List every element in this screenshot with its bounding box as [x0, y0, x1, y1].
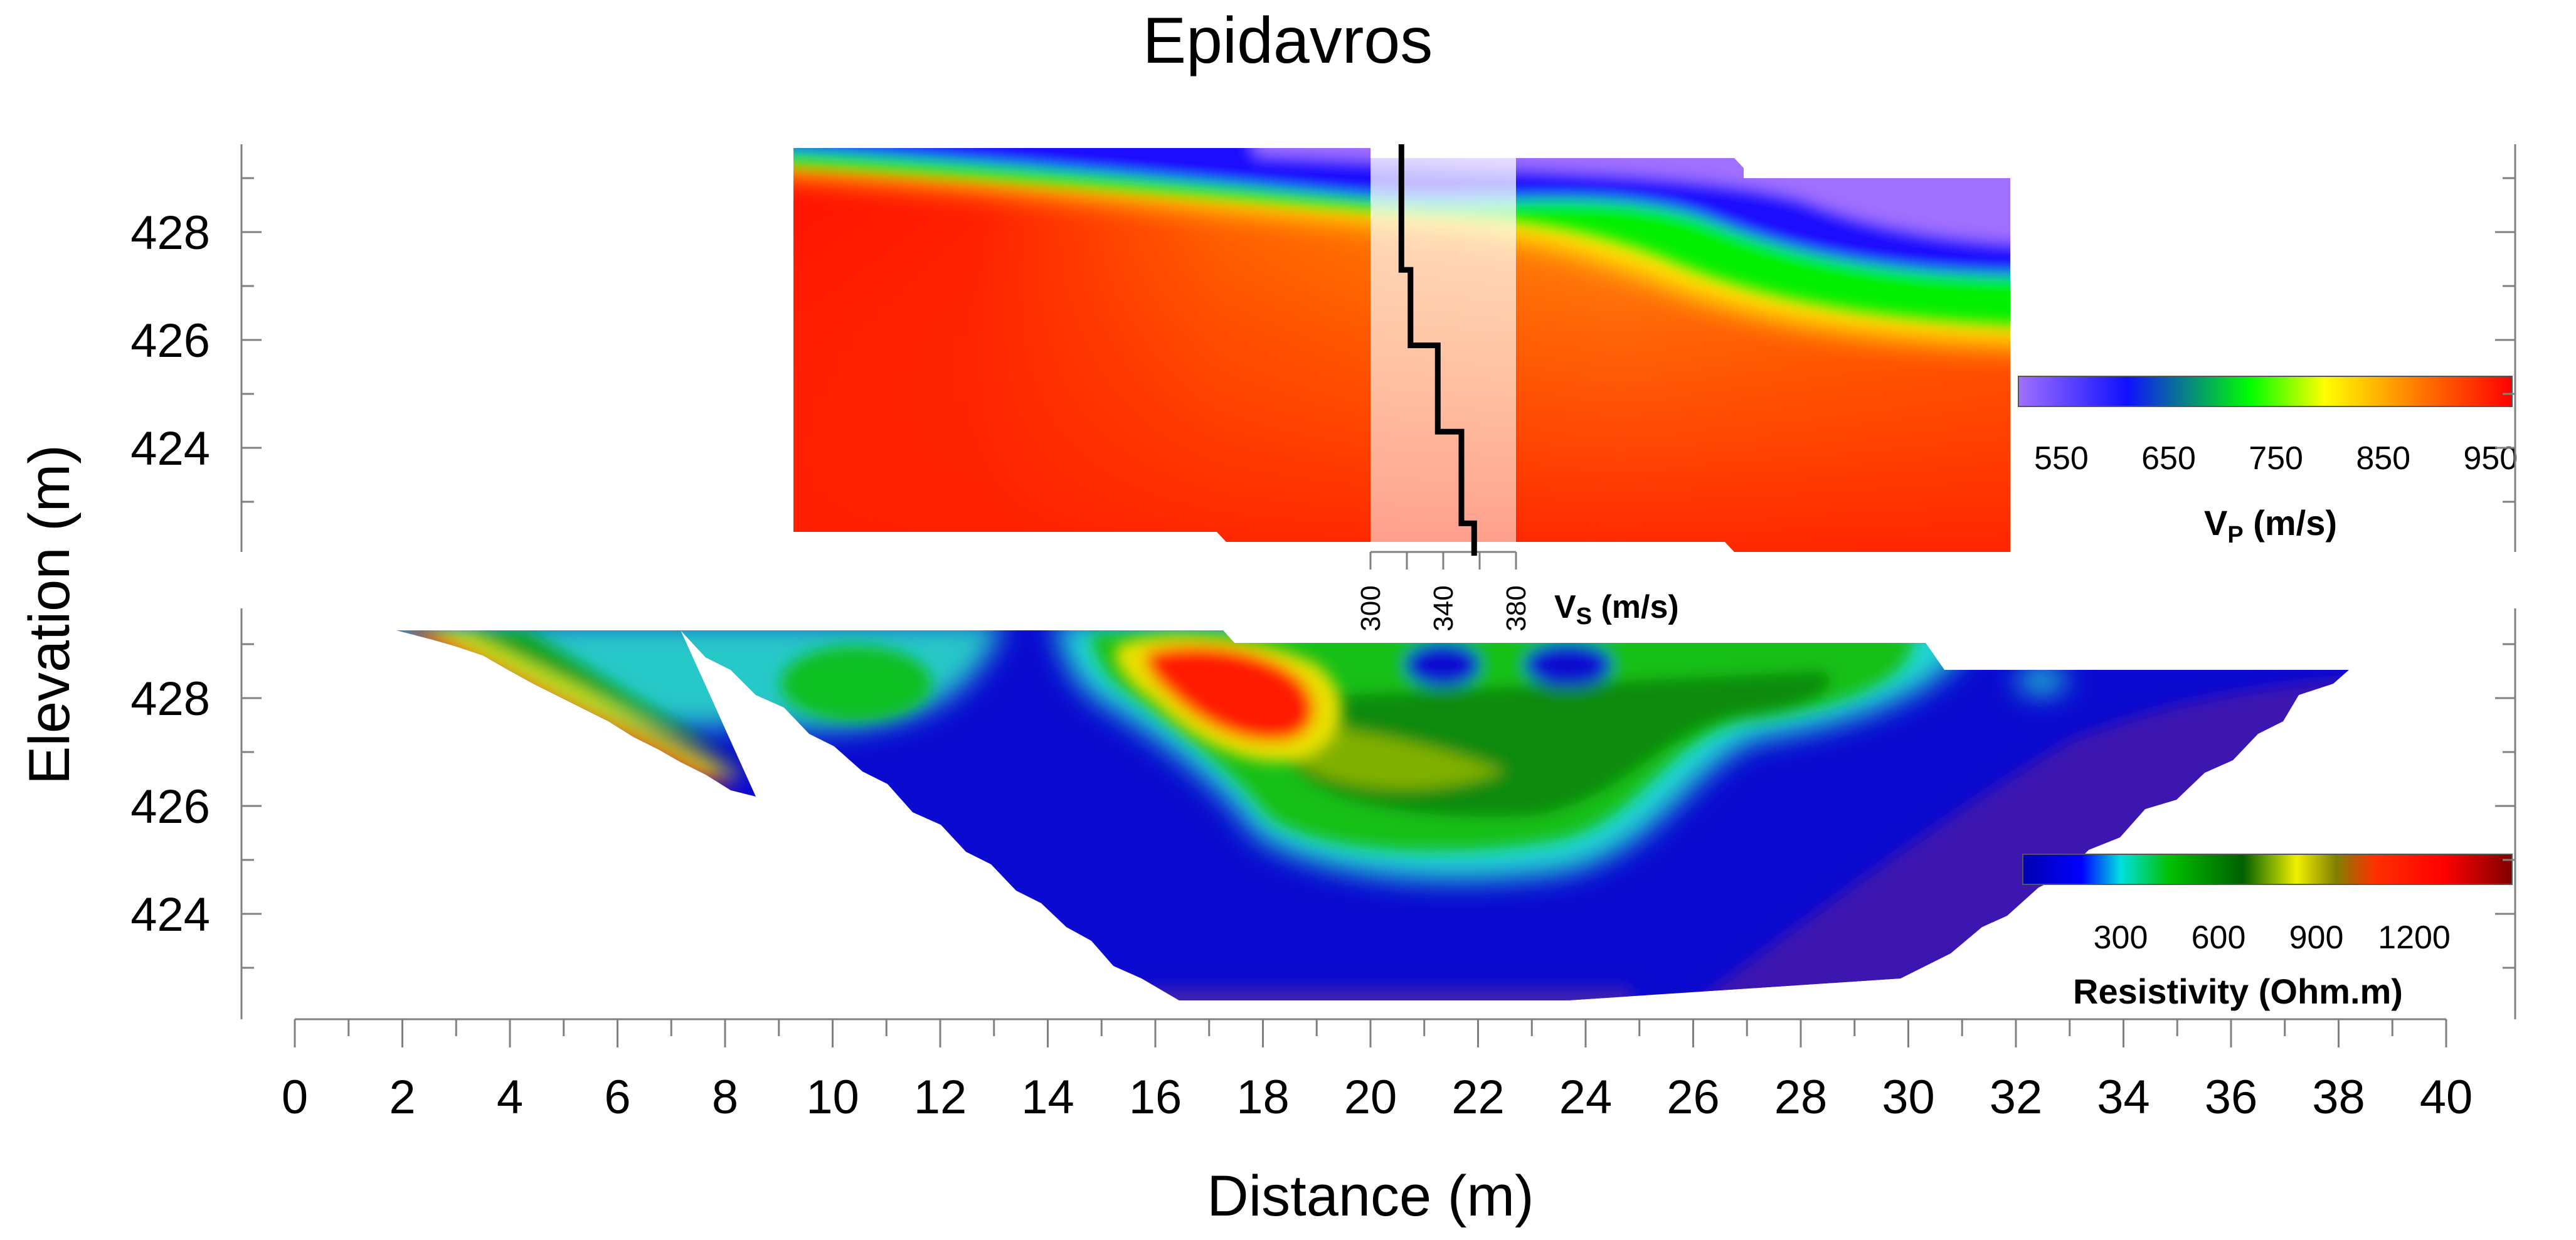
vs-tick-label: 380 — [1501, 585, 1532, 631]
vs-label-unit: (m/s) — [1592, 589, 1679, 625]
resistivity-colorbar: 300 600 900 1200 Resistivity (Ohm.m) — [2022, 854, 2513, 1011]
colorbar-tick-label: 850 — [2356, 440, 2410, 477]
x-tick-label: 30 — [1882, 1071, 1935, 1124]
x-tick-label: 36 — [2205, 1071, 2258, 1124]
x-tick-label: 24 — [1559, 1071, 1613, 1124]
vp-colorbar: 550 650 750 850 950 VP (m/s) — [2018, 376, 2518, 548]
vs-band — [1370, 158, 1516, 542]
vp-colorbar-label: VP (m/s) — [2204, 503, 2337, 548]
x-tick-label: 0 — [282, 1071, 308, 1124]
colorbar-tick-label: 900 — [2289, 919, 2344, 956]
colorbar-tick-label: 650 — [2141, 440, 2196, 477]
x-tick-label: 32 — [1990, 1071, 2043, 1124]
y-tick-label: 424 — [130, 888, 210, 941]
y-tick-label: 428 — [130, 206, 210, 260]
y-tick-label: 424 — [130, 422, 210, 475]
res-bottom-violet — [1129, 988, 1631, 1000]
x-tick-label: 4 — [497, 1071, 523, 1124]
res-colorbar-label: Resistivity (Ohm.m) — [2073, 972, 2403, 1011]
x-tick-label: 40 — [2420, 1071, 2473, 1124]
vs-step-line — [1398, 144, 1477, 556]
res-body-olive — [1290, 721, 1505, 790]
x-tick-label: 20 — [1344, 1071, 1397, 1124]
x-tick-label: 22 — [1451, 1071, 1505, 1124]
colorbar-tick-label: 950 — [2463, 440, 2518, 477]
x-tick-label: 16 — [1129, 1071, 1182, 1124]
x-tick-label: 18 — [1236, 1071, 1290, 1124]
x-tick-label: 34 — [2097, 1071, 2150, 1124]
chart-title: Epidavros — [1143, 4, 1433, 77]
y-tick-label: 428 — [130, 672, 210, 726]
res-blue-window-2 — [1524, 643, 1612, 687]
x-tick-label: 6 — [604, 1071, 630, 1124]
x-tick-label: 28 — [1774, 1071, 1828, 1124]
y-axis-ticks: 428 426 424 428 426 424 — [130, 206, 210, 941]
res-wedge-edge-yellow — [427, 630, 746, 778]
vp-label-sub: P — [2227, 522, 2243, 548]
res-blue-window-1 — [1405, 643, 1480, 687]
colorbar-tick-label: 1200 — [2378, 919, 2451, 956]
vs-axis-label: VS (m/s) — [1554, 589, 1679, 630]
x-tick-label: 8 — [712, 1071, 738, 1124]
x-axis-ticks: 0 2 4 6 8 10 12 14 16 18 20 22 24 26 28 30 32 34 36 38 40 — [282, 1019, 2473, 1124]
x-tick-label: 26 — [1667, 1071, 1720, 1124]
vs-profile: 300 340 380 VS (m/s) — [1355, 144, 1679, 632]
vp-colorbar-ramp — [2018, 376, 2513, 407]
res-green-west — [781, 646, 931, 721]
vs-label-main: V — [1554, 589, 1576, 625]
colorbar-tick-label: 300 — [2094, 919, 2148, 956]
y-tick-label: 426 — [130, 780, 210, 834]
res-cyan-spot — [2017, 668, 2067, 693]
vs-tick-label: 300 — [1355, 585, 1386, 631]
x-tick-label: 14 — [1021, 1071, 1074, 1124]
vp-label-main: V — [2204, 503, 2227, 543]
vs-tick-label: 340 — [1428, 585, 1459, 631]
colorbar-tick-label: 600 — [2192, 919, 2246, 956]
x-tick-label: 2 — [389, 1071, 415, 1124]
vs-label-sub: S — [1576, 603, 1592, 630]
x-tick-label: 10 — [806, 1071, 859, 1124]
colorbar-tick-label: 750 — [2249, 440, 2303, 477]
x-tick-label: 12 — [914, 1071, 967, 1124]
colorbar-tick-label: 550 — [2034, 440, 2089, 477]
vp-label-unit: (m/s) — [2244, 503, 2337, 543]
res-colorbar-ramp — [2022, 854, 2513, 885]
y-axis-label: Elevation (m) — [18, 445, 82, 785]
x-tick-label: 38 — [2312, 1071, 2365, 1124]
res-anomaly-red — [1145, 646, 1314, 741]
y-tick-label: 426 — [130, 314, 210, 368]
x-axis-label: Distance (m) — [1207, 1164, 1534, 1228]
